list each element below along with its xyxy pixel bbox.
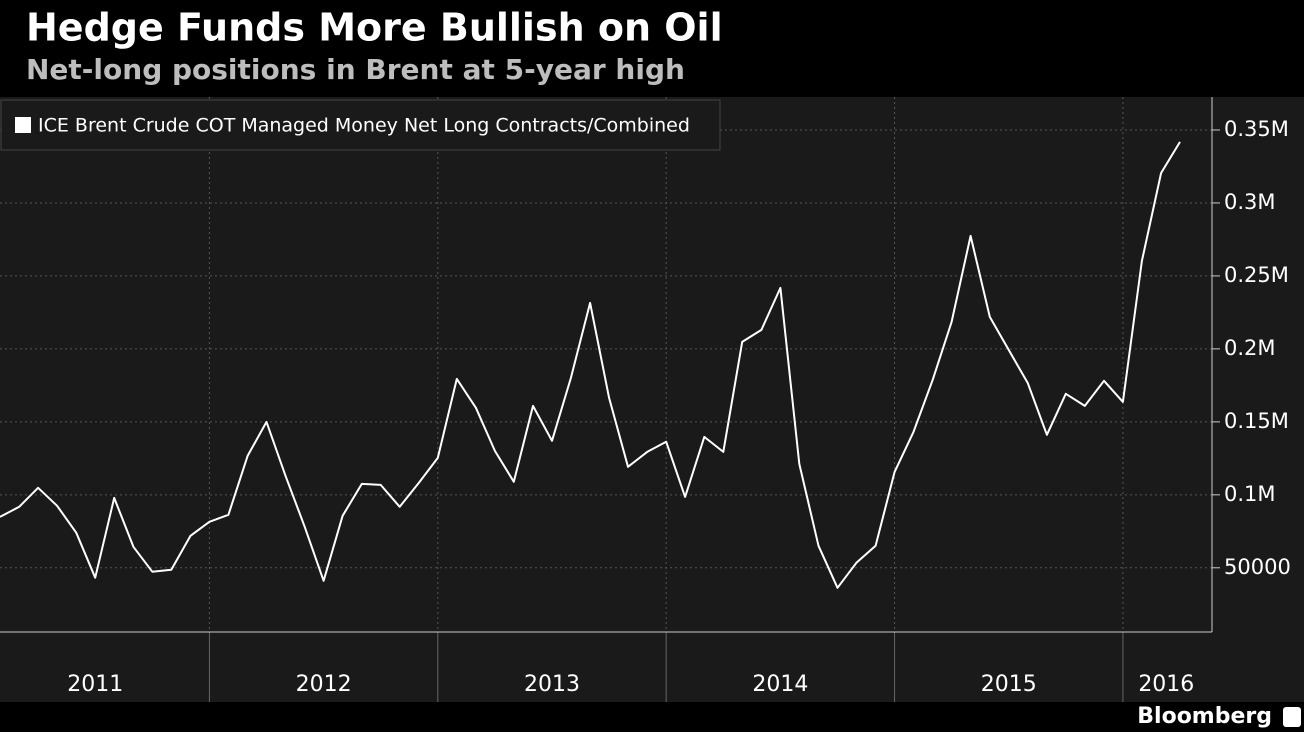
y-tick-label: 0.2M (1224, 336, 1276, 360)
chart-title: Hedge Funds More Bullish on Oil (26, 6, 723, 50)
plot-background (0, 97, 1304, 702)
x-tick-label: 2014 (752, 672, 808, 697)
x-tick-label: 2012 (296, 672, 352, 697)
y-tick-label: 0.35M (1224, 117, 1289, 141)
y-tick-label: 50000 (1224, 555, 1291, 579)
y-tick-label: 0.25M (1224, 263, 1289, 287)
source: Bloomberg (1137, 704, 1272, 729)
y-tick-label: 0.15M (1224, 409, 1289, 433)
legend-label: ICE Brent Crude COT Managed Money Net Lo… (38, 115, 690, 137)
y-tick-label: 0.1M (1224, 482, 1276, 506)
legend-swatch (15, 117, 31, 133)
x-tick-label: 2011 (67, 672, 123, 697)
y-tick-label: 0.3M (1224, 190, 1276, 214)
x-tick-label: 2013 (524, 672, 580, 697)
legend-box (0, 99, 721, 151)
logo (1283, 707, 1301, 727)
x-tick-label: 2016 (1138, 672, 1194, 697)
chart-subtitle: Net-long positions in Brent at 5-year hi… (26, 53, 685, 86)
line-series (0, 141, 1181, 589)
x-tick-label: 2015 (981, 672, 1037, 697)
